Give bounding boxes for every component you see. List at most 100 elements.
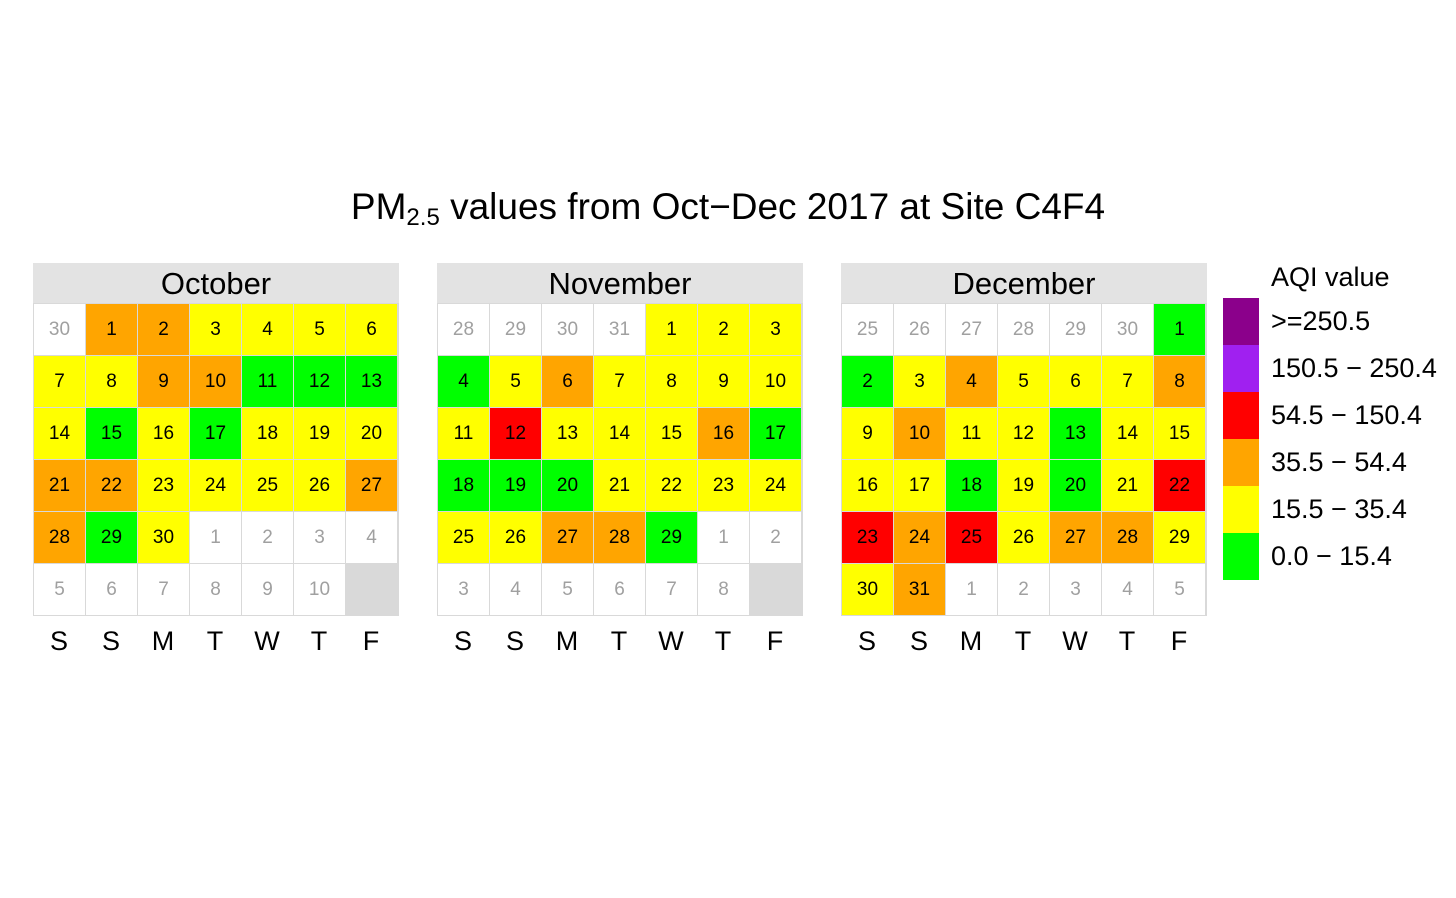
calendar-cell-other-month: 9 (242, 564, 293, 615)
legend-swatch (1223, 298, 1259, 345)
calendar-cell-day: 11 (438, 408, 489, 459)
calendar-cell-day: 4 (946, 356, 997, 407)
weekday-tick-label: W (1062, 626, 1088, 656)
calendar-cell-other-month: 7 (646, 564, 697, 615)
weekday-tick-label: F (1170, 626, 1188, 656)
legend-entry: 0.0 − 15.4 (1223, 533, 1456, 580)
month-panel-october: October 30 1 2 3 4 5 6 7 8 9 10 11 12 13 14 15 16 17 18 19 20… (33, 263, 399, 657)
calendar-cell-day: 18 (946, 460, 997, 511)
weekday-tick-label: T (714, 626, 732, 656)
legend-swatch (1223, 345, 1259, 392)
weekday-tick-label: S (49, 626, 68, 656)
calendar-cell-day: 7 (34, 356, 85, 407)
weekday-tick-label: F (362, 626, 380, 656)
calendar-cell-other-month: 28 (998, 304, 1049, 355)
calendar-grid: 28 29 30 31 1 2 3 4 5 6 7 8 9 10 11 12 13 14 15 16 17 18 19 20 2… (437, 303, 803, 616)
calendar-cell-day: 24 (894, 512, 945, 563)
calendar-cell-other-month: 1 (698, 512, 749, 563)
calendar-cell-day: 9 (138, 356, 189, 407)
weekday-tick-label: W (658, 626, 684, 656)
calendar-cell-day: 14 (594, 408, 645, 459)
calendar-cell-day: 4 (242, 304, 293, 355)
weekday-tick-label: S (505, 626, 524, 656)
calendar-cell-day: 14 (1102, 408, 1153, 459)
calendar-cell-day: 12 (490, 408, 541, 459)
calendar-cell-other-month: 27 (946, 304, 997, 355)
calendar-cell-day: 2 (138, 304, 189, 355)
legend-swatch (1223, 392, 1259, 439)
calendar-cell-other-month: 5 (542, 564, 593, 615)
calendar-cell-day: 17 (190, 408, 241, 459)
legend-label: >=250.5 (1271, 306, 1371, 336)
calendar-cell-day: 10 (894, 408, 945, 459)
calendar-cell-other-month: 1 (190, 512, 241, 563)
weekday-tick-label: M (151, 626, 175, 656)
calendar-cell-other-month: 31 (594, 304, 645, 355)
chart-title: PM2.5 values from Oct−Dec 2017 at Site C… (0, 186, 1456, 232)
calendar-cell-day: 3 (894, 356, 945, 407)
calendar-cell-day: 20 (1050, 460, 1101, 511)
calendar-cell-other-month: 2 (242, 512, 293, 563)
calendar-cell-day: 13 (542, 408, 593, 459)
calendar-cell-other-month: 8 (190, 564, 241, 615)
month-label: November (437, 263, 803, 303)
month-panel-november: November 28 29 30 31 1 2 3 4 5 6 7 8 9 10 11 12 13 14 15 16 1… (437, 263, 803, 657)
calendar-cell-other-month: 6 (86, 564, 137, 615)
weekday-tick-label: T (1118, 626, 1136, 656)
calendar-cell-day: 21 (34, 460, 85, 511)
calendar-cell-other-month: 29 (490, 304, 541, 355)
calendar-cell-day: 16 (842, 460, 893, 511)
calendar-cell-day: 8 (86, 356, 137, 407)
month-panel-december: December 25 26 27 28 29 30 1 2 3 4 5 6 7 8 9 10 11 12 13 14 1… (841, 263, 1207, 657)
calendar-cell-day: 2 (698, 304, 749, 355)
calendar-cell-other-month: 5 (1154, 564, 1205, 615)
calendar-cell-day: 9 (842, 408, 893, 459)
calendar-cell-day: 15 (86, 408, 137, 459)
calendar-cell-day: 28 (1102, 512, 1153, 563)
calendar-cell-day: 22 (86, 460, 137, 511)
calendar-cell-other-month: 2 (750, 512, 801, 563)
calendar-cell-other-month: 30 (34, 304, 85, 355)
legend-label: 150.5 − 250.4 (1271, 353, 1437, 383)
calendar-cell-day: 8 (646, 356, 697, 407)
calendar-cell-day: 27 (542, 512, 593, 563)
calendar-cell-day: 25 (438, 512, 489, 563)
weekday-tick-label: T (206, 626, 224, 656)
calendar-cell-day: 15 (646, 408, 697, 459)
weekday-tick-label: F (766, 626, 784, 656)
legend-label: 35.5 − 54.4 (1271, 447, 1407, 477)
calendar-cell-other-month: 30 (542, 304, 593, 355)
calendar-cell-day: 16 (138, 408, 189, 459)
calendar-cell-day: 28 (34, 512, 85, 563)
month-label: December (841, 263, 1207, 303)
calendar-cell-day: 21 (594, 460, 645, 511)
legend-swatch (1223, 486, 1259, 533)
calendar-cell-day: 22 (646, 460, 697, 511)
weekday-tick-label: M (555, 626, 579, 656)
legend-swatch (1223, 439, 1259, 486)
calendar-cell-day: 30 (842, 564, 893, 615)
legend-title: AQI value (1271, 262, 1390, 292)
weekday-tick-label: S (909, 626, 928, 656)
calendar-cell-day: 12 (294, 356, 345, 407)
legend-entry: 150.5 − 250.4 (1223, 345, 1456, 392)
calendar-cell-day: 24 (750, 460, 801, 511)
calendar-cell-day: 11 (946, 408, 997, 459)
legend-label: 54.5 − 150.4 (1271, 400, 1422, 430)
calendar-cell-day: 11 (242, 356, 293, 407)
calendar-cell-day: 14 (34, 408, 85, 459)
legend-entry: 15.5 − 35.4 (1223, 486, 1456, 533)
calendar-cell-day: 5 (998, 356, 1049, 407)
calendar-cell-day: 1 (86, 304, 137, 355)
calendar-cell-day: 18 (438, 460, 489, 511)
calendar-cell-day: 17 (750, 408, 801, 459)
calendar-cell-day: 18 (242, 408, 293, 459)
calendar-cell-day: 12 (998, 408, 1049, 459)
calendar-cell-day: 29 (646, 512, 697, 563)
title-subscript: 2.5 (406, 204, 440, 231)
calendar-cell-day: 2 (842, 356, 893, 407)
calendar-cell-other-month: 30 (1102, 304, 1153, 355)
calendar-cell-day: 29 (1154, 512, 1205, 563)
